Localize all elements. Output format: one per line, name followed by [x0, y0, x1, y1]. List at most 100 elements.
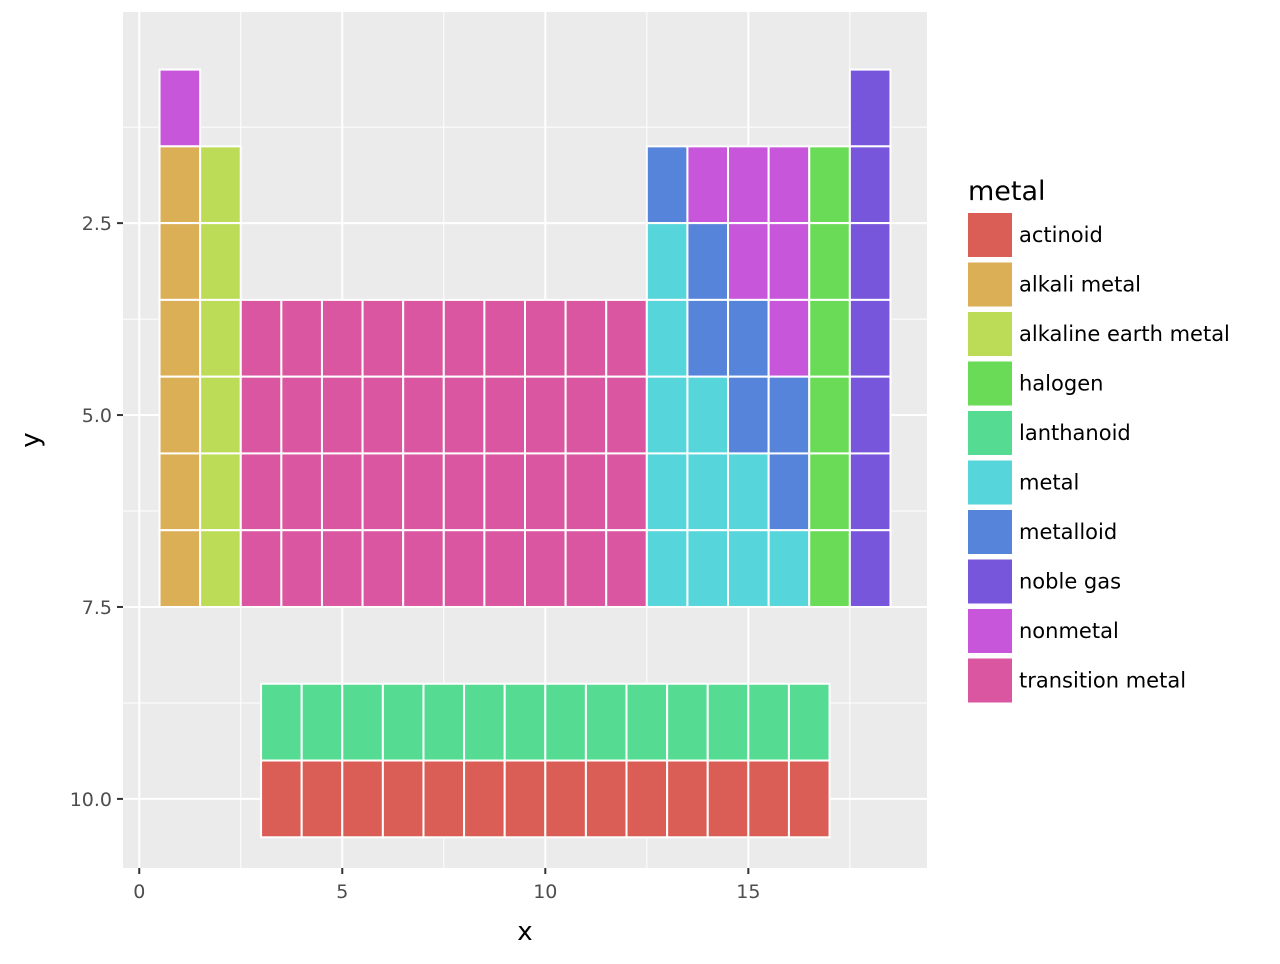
tile-actinoid	[300, 759, 344, 839]
tile-transition-metal	[483, 529, 527, 608]
tile-transition-metal	[605, 452, 648, 532]
tile-nonmetal	[158, 68, 202, 148]
tile-metal	[645, 529, 689, 608]
tile-transition-metal	[361, 298, 405, 378]
tile-actinoid	[422, 759, 466, 839]
x-axis: 0 5 10 15	[133, 868, 760, 903]
tile-lanthanoid	[381, 682, 425, 762]
tile-actinoid	[706, 759, 750, 839]
tile-alkali-metal	[158, 375, 202, 455]
tile-transition-metal	[239, 298, 283, 378]
tile-transition-metal	[524, 298, 567, 378]
legend-swatch	[968, 460, 1012, 505]
legend-swatch	[968, 559, 1012, 604]
tile-transition-metal	[564, 452, 608, 532]
x-tick-label: 10	[533, 881, 557, 903]
tile-lanthanoid	[503, 682, 547, 762]
tile-transition-metal	[442, 298, 486, 378]
tile-lanthanoid	[341, 682, 384, 762]
legend-swatch	[968, 213, 1012, 257]
tile-metal	[767, 529, 811, 608]
tile-actinoid	[787, 759, 831, 839]
tile-lanthanoid	[625, 682, 669, 762]
tile-actinoid	[341, 759, 384, 839]
tile-transition-metal	[605, 529, 648, 608]
legend-swatch	[968, 510, 1012, 554]
tile-transition-metal	[524, 375, 567, 455]
tile-actinoid	[381, 759, 425, 839]
tile-actinoid	[544, 759, 587, 839]
legend-label: alkaline earth metal	[1019, 322, 1230, 346]
tile-actinoid	[503, 759, 547, 839]
x-axis-label: x	[517, 917, 532, 947]
tile-noble-gas	[848, 452, 892, 532]
tile-metal	[645, 375, 689, 455]
tile-transition-metal	[320, 375, 364, 455]
tile-lanthanoid	[422, 682, 466, 762]
tile-lanthanoid	[706, 682, 750, 762]
legend-swatch	[968, 609, 1012, 653]
tile-alkali-metal	[158, 145, 202, 225]
tile-metalloid	[645, 145, 689, 225]
legend-label: transition metal	[1019, 669, 1186, 693]
tile-actinoid	[625, 759, 669, 839]
tiles-layer	[158, 68, 892, 839]
tile-halogen	[808, 298, 851, 378]
tile-nonmetal	[767, 298, 811, 378]
legend-label: noble gas	[1019, 570, 1121, 594]
tile-actinoid	[747, 759, 790, 839]
legend-items: actinoid alkali metal alkaline earth metal…	[968, 213, 1230, 703]
tile-lanthanoid	[260, 682, 303, 762]
tile-lanthanoid	[747, 682, 790, 762]
legend-swatch	[968, 658, 1012, 703]
tile-nonmetal	[727, 145, 770, 225]
tile-actinoid	[666, 759, 709, 839]
tile-transition-metal	[564, 375, 608, 455]
tile-halogen	[808, 375, 851, 455]
tile-transition-metal	[402, 529, 445, 608]
tile-noble-gas	[848, 375, 892, 455]
y-axis: 2.5 5.0 7.5 10.0	[70, 213, 123, 811]
legend-swatch	[968, 312, 1012, 356]
tile-halogen	[808, 452, 851, 532]
tile-lanthanoid	[787, 682, 831, 762]
tile-transition-metal	[483, 452, 527, 532]
tile-transition-metal	[564, 529, 608, 608]
tile-metalloid	[727, 375, 770, 455]
legend-swatch	[968, 411, 1012, 455]
tile-alkali-metal	[158, 529, 202, 608]
tile-transition-metal	[402, 298, 445, 378]
legend-label: alkali metal	[1019, 273, 1141, 297]
tile-noble-gas	[848, 68, 892, 148]
tile-alkali-metal	[158, 298, 202, 378]
tile-transition-metal	[361, 452, 405, 532]
tile-transition-metal	[280, 529, 323, 608]
tile-metalloid	[686, 298, 730, 378]
tile-lanthanoid	[584, 682, 628, 762]
tile-lanthanoid	[463, 682, 506, 762]
tile-metal	[686, 452, 730, 532]
legend-label: metal	[1019, 471, 1079, 495]
tile-halogen	[808, 145, 851, 225]
tile-transition-metal	[605, 375, 648, 455]
tile-transition-metal	[402, 375, 445, 455]
legend-label: actinoid	[1019, 223, 1103, 247]
x-tick-label: 5	[336, 881, 348, 903]
tile-metalloid	[686, 222, 730, 301]
legend-label: halogen	[1019, 372, 1103, 396]
tile-transition-metal	[239, 529, 283, 608]
legend-label: lanthanoid	[1019, 421, 1131, 445]
tile-transition-metal	[239, 375, 283, 455]
tile-transition-metal	[524, 529, 567, 608]
tile-transition-metal	[605, 298, 648, 378]
legend-swatch	[968, 361, 1012, 406]
tile-alkaline-earth-metal	[199, 375, 242, 455]
tile-transition-metal	[483, 298, 527, 378]
tile-metal	[727, 452, 770, 532]
tile-metal	[645, 222, 689, 301]
legend: metal actinoid alkali metal alkaline earth…	[968, 176, 1230, 703]
tile-metal	[686, 529, 730, 608]
tile-metalloid	[767, 452, 811, 532]
tile-noble-gas	[848, 222, 892, 301]
